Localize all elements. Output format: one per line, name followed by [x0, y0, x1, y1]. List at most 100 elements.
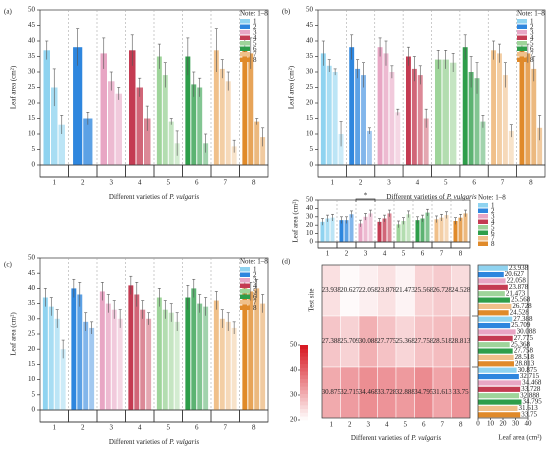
side-bar — [478, 354, 514, 361]
side-x-title: Leaf area (cm²) — [498, 434, 542, 442]
x-tick-label: 5 — [404, 421, 408, 429]
x-tick-label: 1 — [53, 424, 57, 432]
bar — [349, 214, 354, 242]
bar — [248, 53, 254, 165]
bar — [415, 220, 420, 242]
x-axis-title-part: Different varieties of — [386, 193, 446, 201]
legend-swatch — [517, 24, 527, 29]
bar — [463, 213, 468, 242]
cell-label: 27.758 — [414, 337, 434, 345]
cell-label: 24.528 — [451, 286, 471, 294]
side-bar-label: 26.728 — [512, 302, 532, 310]
bar — [332, 72, 338, 165]
bar — [361, 75, 366, 165]
group-box — [402, 164, 432, 178]
x-tick-label: 4 — [138, 179, 142, 187]
x-tick-label: 6 — [422, 421, 426, 429]
cell-label: 27.775 — [377, 337, 397, 345]
bar — [383, 53, 389, 165]
side-bar — [478, 361, 515, 367]
side-bar — [478, 303, 512, 310]
side-bar-label: 33.728 — [521, 385, 541, 393]
bar — [349, 47, 355, 166]
cell-label: 22.058 — [359, 286, 379, 294]
y-tick-label: 40 — [306, 37, 314, 45]
legend-swatch — [240, 19, 250, 24]
x-axis-title-italic: P. vulgaris — [446, 193, 477, 201]
y-tick-label: 45 — [28, 269, 36, 277]
legend-swatch — [240, 52, 250, 57]
legend-label: 2 — [491, 207, 495, 215]
legend-label: 5 — [253, 39, 257, 47]
legend-label: 1 — [530, 17, 534, 25]
bar — [156, 56, 162, 165]
y-tick-label: 5 — [32, 390, 36, 398]
bar — [43, 50, 50, 165]
bar — [219, 68, 225, 165]
legend-label: 2 — [253, 271, 257, 279]
x-tick-label: 2 — [345, 250, 349, 258]
cell-label: 20.627 — [340, 286, 360, 294]
colorbar-step — [300, 405, 308, 410]
legend-swatch — [517, 52, 527, 57]
bar — [213, 50, 219, 165]
x-tick-label: 2 — [81, 179, 85, 187]
annotation: * — [364, 192, 368, 200]
panel-label: (b) — [282, 8, 291, 16]
side-bar — [478, 278, 506, 284]
y-tick-label: 35 — [306, 52, 314, 60]
y-axis-title: Leaf area (cm²) — [288, 65, 296, 109]
legend-title: Note: 1–8 — [240, 10, 268, 18]
colorbar-step — [300, 416, 308, 421]
side-bar-label: 20.627 — [505, 270, 525, 278]
y-tick-label: 30 — [28, 68, 36, 76]
side-bar — [478, 310, 509, 316]
bar — [156, 297, 162, 410]
legend-label: 8 — [491, 240, 495, 248]
cell-label: 33.728 — [377, 388, 397, 396]
bar — [100, 53, 107, 165]
x-tick-label: 1 — [53, 179, 57, 187]
side-x-tick-label: 30 — [512, 420, 520, 428]
group-box — [68, 164, 98, 178]
bar — [111, 309, 117, 410]
bar — [254, 288, 260, 410]
y-tick-label: 25 — [28, 330, 36, 338]
legend-label: 6 — [253, 293, 257, 301]
bar — [389, 72, 395, 165]
side-bar — [478, 399, 522, 405]
y-tick-label: 0 — [32, 406, 36, 414]
side-bar — [478, 284, 508, 290]
bar — [480, 121, 486, 165]
y-axis-title: Leaf area (cm²) — [10, 65, 18, 109]
bar — [537, 127, 543, 165]
x-tick-label: 4 — [385, 421, 389, 429]
legend-label: 6 — [491, 229, 495, 237]
group-box — [68, 409, 98, 423]
cell-label: 30.875 — [322, 388, 342, 396]
bar — [231, 146, 237, 165]
x-tick-label: 6 — [421, 250, 425, 258]
colorbar-step — [300, 390, 308, 395]
legend-swatch — [517, 19, 527, 24]
side-bar-label: 30.875 — [518, 366, 538, 374]
bar — [508, 130, 514, 165]
y-tick-label: 25 — [28, 83, 36, 91]
side-bar — [478, 342, 510, 348]
x-axis-title-italic: P. vulgaris — [168, 438, 199, 446]
side-bar — [478, 380, 522, 386]
y-tick-label: 50 — [28, 254, 36, 262]
panel-label: (c) — [4, 261, 12, 269]
legend-swatch — [240, 46, 250, 51]
bar — [203, 143, 209, 165]
colorbar-step — [300, 382, 308, 387]
legend-swatch — [240, 283, 250, 288]
side-bar — [478, 271, 504, 278]
x-axis-title-italic: P. vulgaris — [168, 193, 199, 201]
colorbar-step — [300, 352, 308, 357]
group-box — [374, 241, 395, 249]
legend-swatch — [478, 219, 488, 224]
side-bar-label: 27.758 — [514, 347, 534, 355]
y-tick-label: 30 — [28, 314, 36, 322]
